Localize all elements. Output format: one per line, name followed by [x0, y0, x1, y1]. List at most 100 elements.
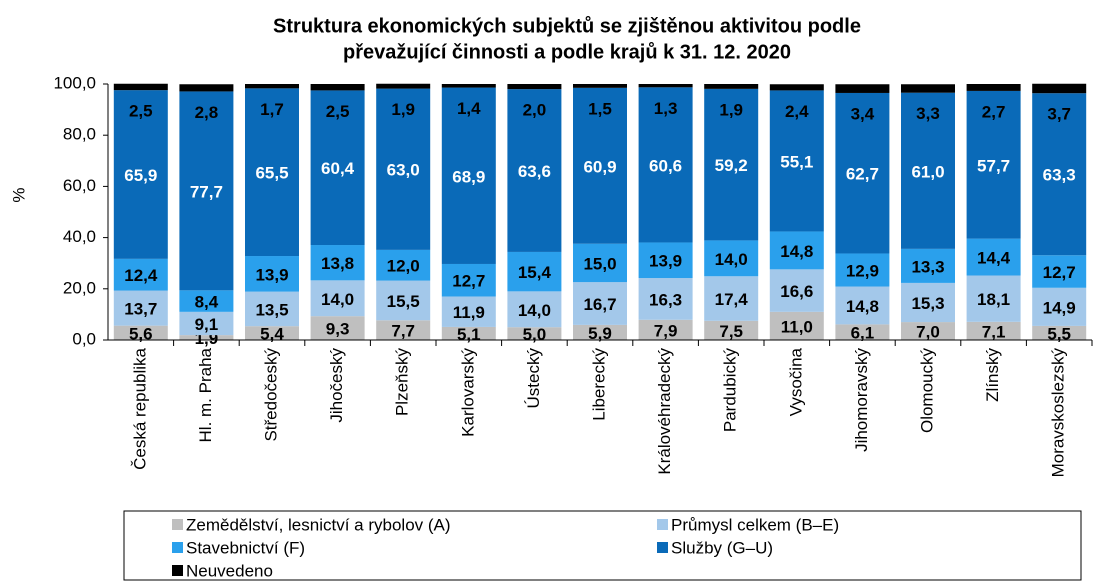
y-tick-label: 80,0 [63, 125, 96, 144]
data-label: 11,9 [453, 303, 485, 322]
bar-segment [507, 89, 562, 252]
bar-segment [376, 249, 431, 281]
data-label: 13,7 [124, 300, 157, 319]
bar-segment [179, 91, 234, 291]
data-label: 2,5 [129, 102, 153, 121]
data-label: 5,5 [1047, 324, 1071, 343]
bar-segment [769, 84, 824, 91]
data-label: 60,9 [583, 157, 616, 176]
data-label: 63,6 [518, 162, 551, 181]
data-label: 14,0 [518, 301, 551, 320]
x-tick-label: Jihomoravský [852, 348, 871, 452]
bar-segment [835, 286, 890, 325]
data-label: 2,5 [326, 102, 350, 121]
data-label: 15,4 [518, 263, 552, 282]
x-tick-label: Zlínský [983, 348, 1002, 402]
x-tick-label: Ústecký [524, 348, 543, 409]
y-tick-label: 100,0 [53, 73, 96, 92]
bar-segment [376, 88, 431, 250]
data-label: 14,4 [977, 249, 1011, 268]
data-label: 61,0 [911, 162, 944, 181]
bar-segment [113, 83, 168, 91]
bar-segment [1032, 287, 1087, 326]
data-label: 59,2 [715, 156, 748, 175]
bar-segment [638, 242, 693, 279]
data-label: 5,4 [260, 325, 284, 344]
bar-segment [835, 84, 890, 93]
bar-segment [310, 84, 365, 91]
data-label: 18,1 [977, 290, 1010, 309]
x-tick-label: Liberecký [589, 348, 608, 421]
bar-segment [769, 311, 824, 340]
data-label: 14,8 [846, 297, 879, 316]
data-label: 13,5 [255, 300, 288, 319]
data-label: 16,3 [649, 290, 682, 309]
bar-segment [966, 321, 1021, 340]
x-tick-label: Královéhradecký [655, 348, 674, 475]
bar-segment [376, 280, 431, 321]
y-axis-title: % [9, 187, 28, 202]
data-label: 65,5 [255, 164, 288, 183]
data-label: 14,9 [1043, 298, 1076, 317]
bar-segment [638, 278, 693, 320]
bar-segment [901, 84, 955, 93]
data-label: 13,8 [321, 254, 354, 273]
data-label: 63,3 [1043, 166, 1076, 185]
bar-segment [113, 90, 168, 259]
chart-title: Struktura ekonomických subjektů se zjišt… [273, 15, 861, 37]
bar-segment [704, 320, 759, 340]
bar-segment [441, 263, 496, 297]
bar-segment [638, 84, 693, 88]
data-label: 2,4 [785, 102, 809, 121]
bar-segment [441, 326, 496, 340]
data-label: 12,7 [452, 272, 485, 291]
data-label: 2,0 [523, 101, 547, 120]
bar-segment [113, 325, 168, 340]
bar-segment [638, 87, 693, 243]
bar-segment [310, 90, 365, 246]
data-label: 57,7 [977, 156, 1010, 175]
x-tick-label: Olomoucký [917, 348, 936, 434]
x-tick-label: Jihočeský [327, 348, 346, 423]
data-label: 7,0 [916, 323, 940, 342]
data-label: 1,9 [391, 100, 415, 119]
data-label: 60,4 [321, 159, 355, 178]
bar-segment [573, 282, 627, 325]
legend-swatch [172, 542, 183, 553]
bar-segment [835, 92, 890, 254]
bar-segment [966, 275, 1021, 322]
bar-segment [441, 296, 496, 327]
bar-segment [179, 290, 234, 312]
bar-segment [113, 258, 168, 291]
data-label: 5,0 [523, 325, 547, 344]
x-tick-label: Středočeský [261, 348, 280, 442]
data-label: 65,9 [124, 166, 157, 185]
legend-label: Stavebnictví (F) [186, 538, 305, 557]
x-tick-label: Vysočina [786, 347, 805, 416]
bar-segment [769, 90, 824, 232]
legend-swatch [657, 519, 668, 530]
y-tick-label: 60,0 [63, 176, 96, 195]
bar-segment [769, 269, 824, 312]
data-label: 9,1 [195, 315, 219, 334]
data-label: 15,3 [911, 294, 944, 313]
data-label: 7,7 [391, 322, 415, 341]
bar-segment [901, 92, 955, 249]
data-label: 3,3 [916, 104, 940, 123]
bar-segment [573, 87, 627, 244]
bar-segment [245, 84, 299, 89]
bar-segment [704, 88, 759, 241]
data-label: 1,4 [457, 99, 481, 118]
data-label: 12,9 [846, 261, 879, 280]
data-label: 6,1 [851, 324, 875, 343]
bar-segment [310, 316, 365, 340]
data-label: 2,7 [982, 102, 1006, 121]
data-label: 17,4 [715, 290, 749, 309]
y-tick-label: 20,0 [63, 278, 96, 297]
data-label: 9,3 [326, 320, 350, 339]
bar-segment [1032, 325, 1087, 340]
data-label: 1,7 [260, 100, 284, 119]
bar-segment [507, 251, 562, 292]
data-label: 16,6 [780, 282, 813, 301]
bar-segment [179, 84, 234, 92]
